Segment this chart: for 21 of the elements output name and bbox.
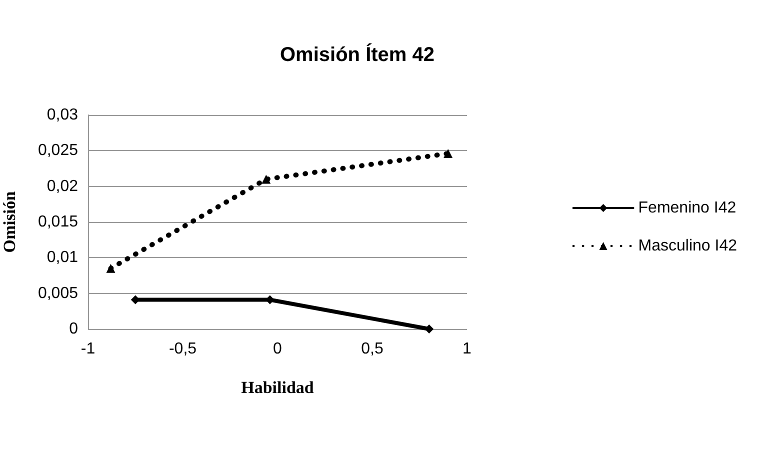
x-tick-label: 1 — [462, 340, 472, 358]
y-tick-label: 0 — [69, 320, 78, 338]
legend-label: Femenino I42 — [638, 200, 736, 216]
point — [106, 264, 116, 273]
x-tick-label: -0,5 — [168, 340, 197, 358]
y-tick-label: 0,005 — [38, 284, 78, 302]
y-tick-label: 0,01 — [46, 249, 78, 266]
y-axis-title: Omisión — [0, 190, 19, 253]
point — [424, 324, 434, 334]
point — [262, 174, 271, 184]
legend-label: Masculino I42 — [638, 238, 738, 254]
x-tick-label: 0 — [273, 340, 282, 358]
y-tick-label: 0,015 — [38, 214, 78, 230]
x-axis-title: Habilidad — [241, 378, 314, 397]
y-tick-label: 0,02 — [46, 178, 78, 195]
y-tick-label: 0,025 — [38, 142, 78, 160]
x-tick-label: -1 — [80, 340, 96, 358]
y-tick-label: 0,03 — [46, 106, 78, 124]
chart-title: Omisión Ítem 42 — [280, 43, 434, 66]
point — [444, 149, 453, 158]
x-tick-label: 0,5 — [361, 340, 384, 358]
